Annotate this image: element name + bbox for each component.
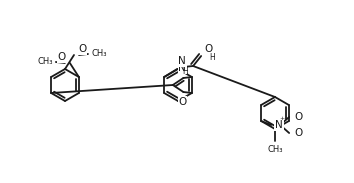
Text: N: N: [178, 63, 186, 73]
Text: O: O: [58, 52, 66, 62]
Text: O: O: [78, 44, 86, 54]
Text: CH₃: CH₃: [38, 57, 53, 66]
Text: O: O: [178, 97, 187, 107]
Text: O: O: [204, 44, 212, 54]
Text: CH₃: CH₃: [91, 48, 107, 57]
Text: CH₃: CH₃: [267, 145, 283, 154]
Text: +: +: [279, 116, 284, 121]
Text: N: N: [275, 120, 283, 130]
Text: H: H: [182, 66, 188, 76]
Text: H: H: [209, 53, 215, 63]
Text: O: O: [294, 112, 302, 122]
Text: N: N: [178, 56, 186, 66]
Text: O: O: [294, 128, 302, 138]
